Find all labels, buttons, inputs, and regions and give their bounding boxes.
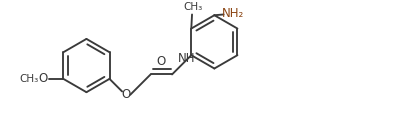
Text: O: O — [121, 88, 130, 101]
Text: CH₃: CH₃ — [183, 2, 202, 12]
Text: CH₃: CH₃ — [19, 74, 38, 84]
Text: O: O — [156, 55, 166, 68]
Text: NH: NH — [177, 52, 195, 65]
Text: NH₂: NH₂ — [221, 7, 243, 20]
Text: O: O — [38, 72, 47, 85]
